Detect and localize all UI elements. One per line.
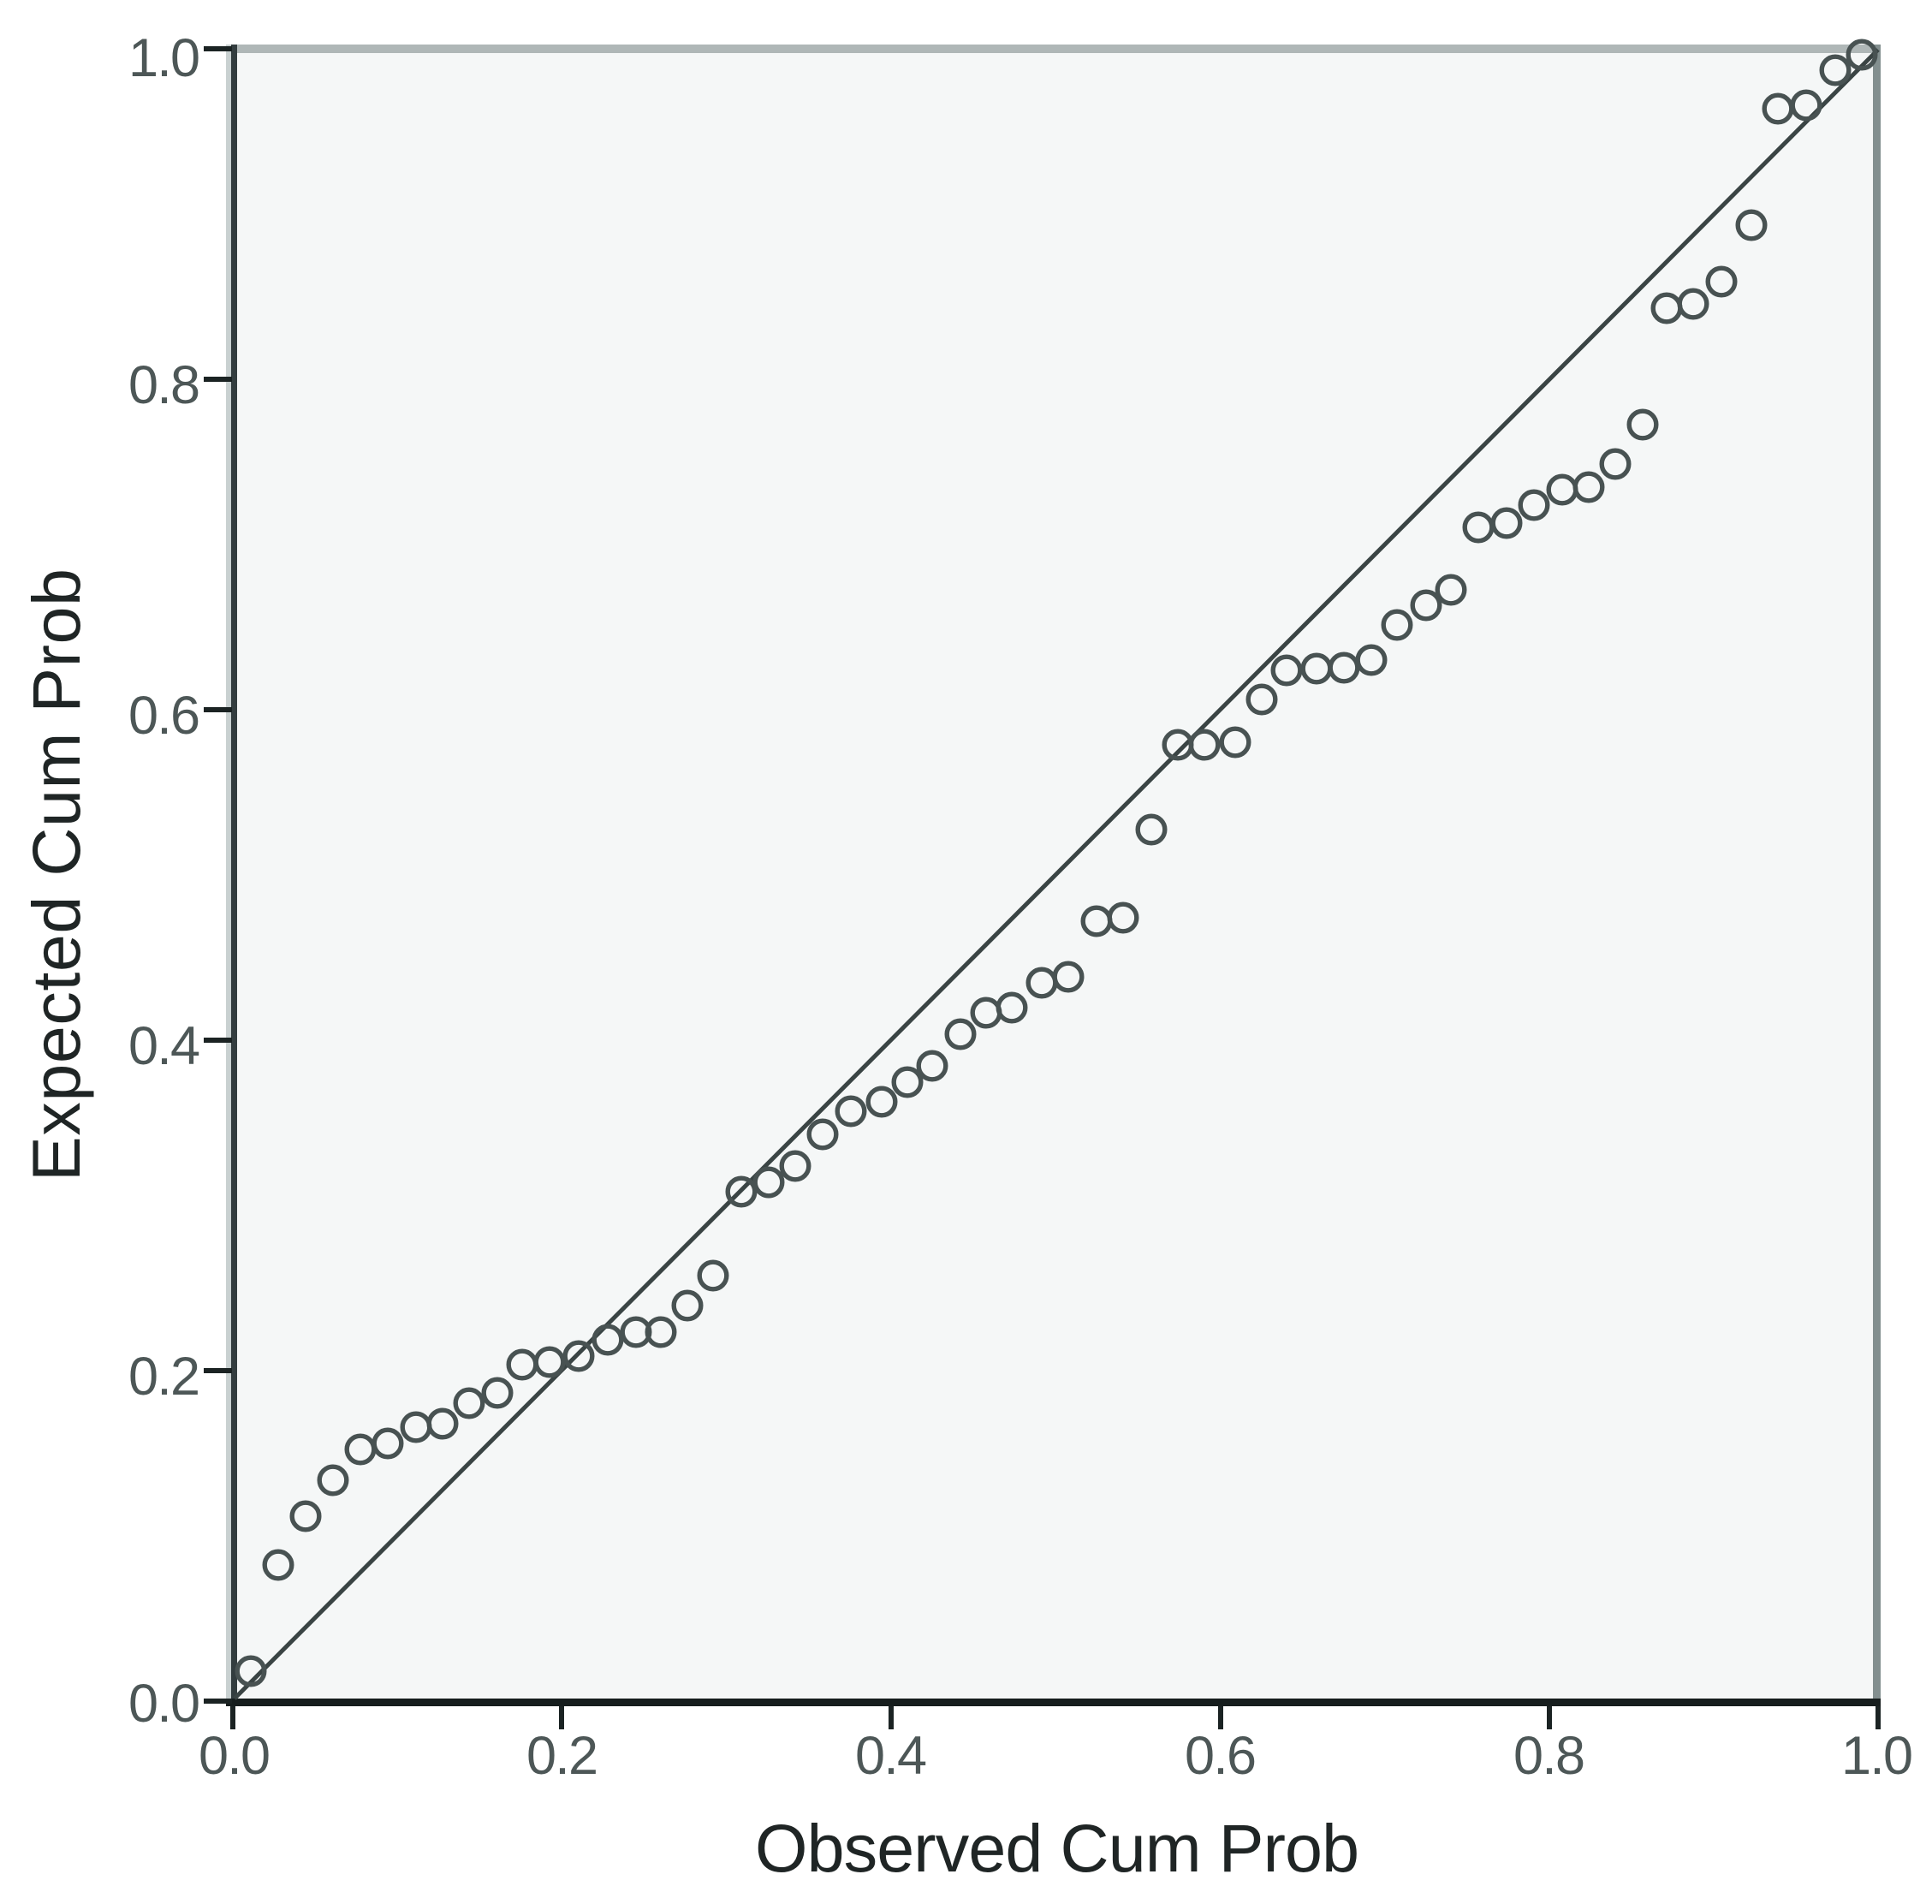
svg-text:0.0: 0.0 <box>199 1726 270 1786</box>
svg-text:1.0: 1.0 <box>128 28 200 88</box>
svg-text:0.8: 0.8 <box>1513 1726 1585 1786</box>
svg-text:Expected Cum Prob: Expected Cum Prob <box>18 568 94 1181</box>
svg-text:0.8: 0.8 <box>128 355 200 415</box>
svg-text:Observed Cum Prob: Observed Cum Prob <box>755 1810 1359 1886</box>
svg-text:0.4: 0.4 <box>128 1016 200 1076</box>
svg-text:0.6: 0.6 <box>128 686 200 746</box>
svg-text:0.2: 0.2 <box>128 1347 200 1407</box>
svg-text:0.4: 0.4 <box>855 1726 927 1786</box>
svg-text:1.0: 1.0 <box>1841 1726 1913 1786</box>
svg-text:0.2: 0.2 <box>526 1726 598 1786</box>
svg-text:0.0: 0.0 <box>128 1674 200 1734</box>
svg-text:0.6: 0.6 <box>1185 1726 1257 1786</box>
